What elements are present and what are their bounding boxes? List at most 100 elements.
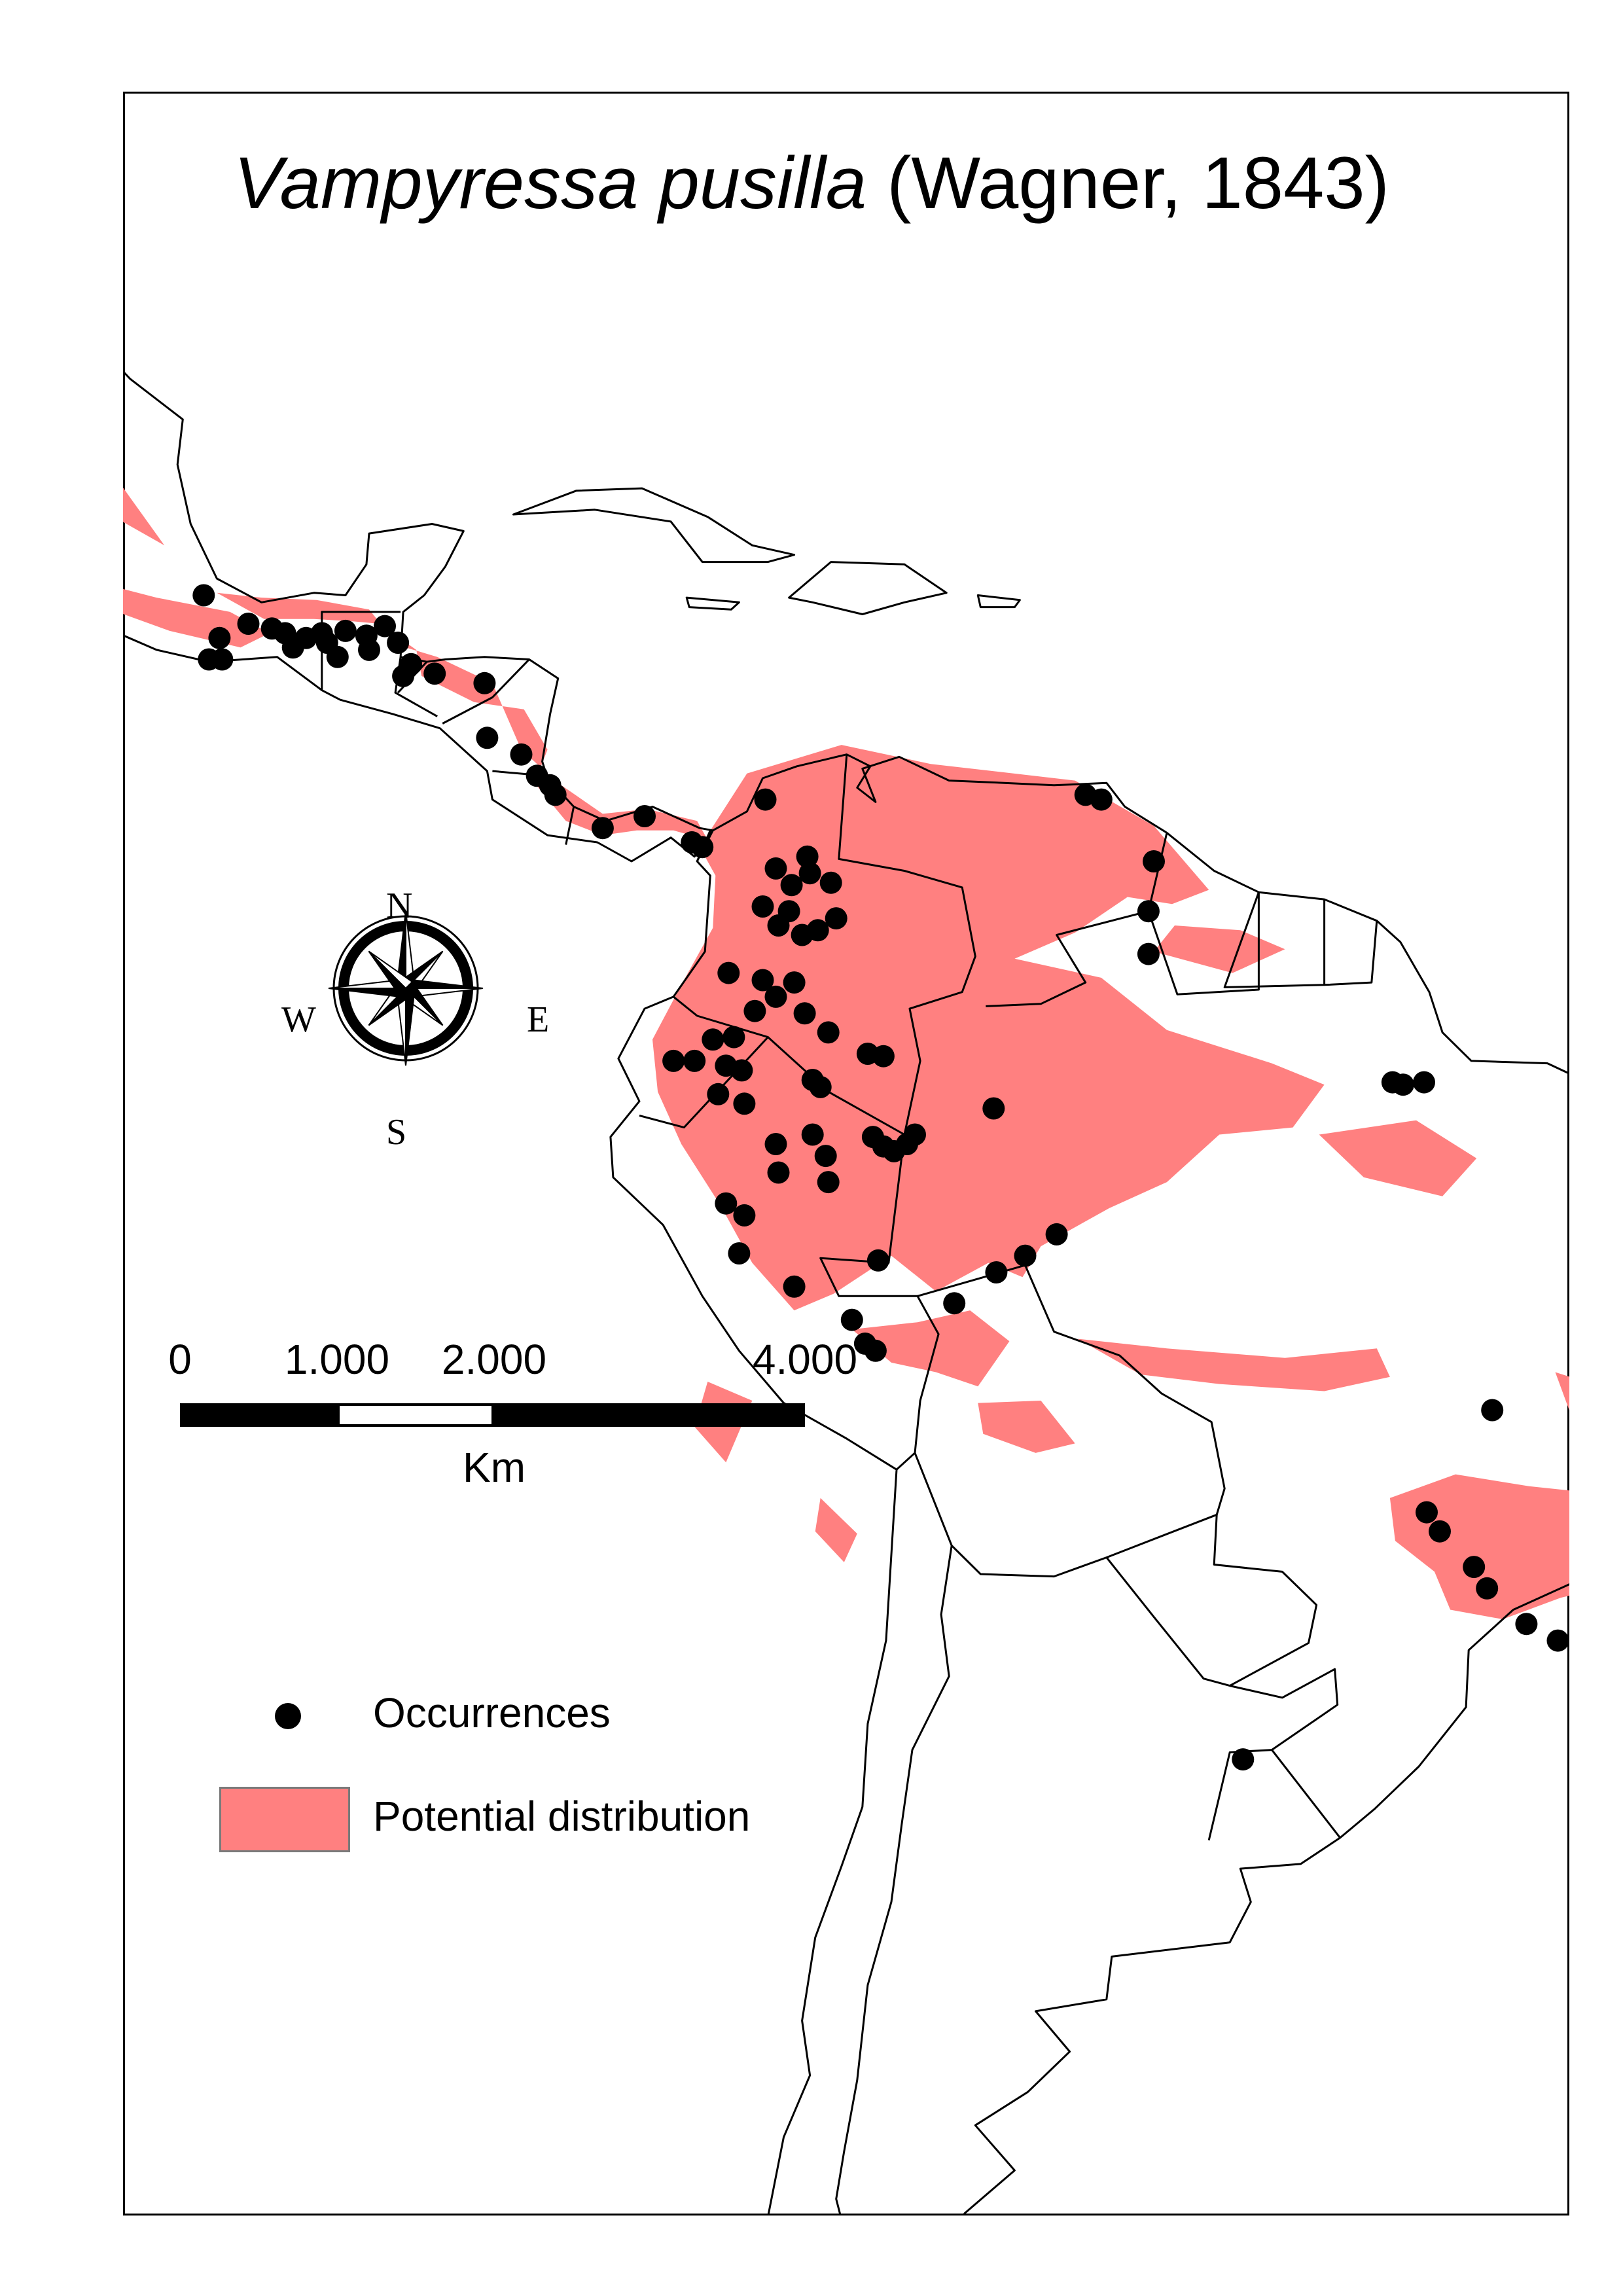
country-border-10 (1324, 920, 1378, 986)
occurrence-point-29 (691, 836, 714, 859)
hispaniola-outline (788, 561, 948, 615)
scale-unit: Km (463, 1444, 526, 1491)
distribution-patch-11 (217, 592, 708, 840)
compass-south-label: S (386, 1112, 407, 1153)
country-border-8 (986, 833, 1168, 1007)
occurrence-point-48 (817, 1021, 840, 1044)
occurrence-point-41 (791, 924, 813, 946)
occurrence-point-90 (1391, 1073, 1414, 1096)
distribution-patch-5 (1154, 925, 1285, 973)
occurrence-point-14 (374, 615, 396, 637)
occurrence-point-22 (510, 743, 533, 766)
country-border-15 (1105, 1515, 1318, 1687)
occurrence-point-91 (1413, 1071, 1435, 1094)
scale-segment-3 (494, 1403, 805, 1427)
occurrence-point-87 (1137, 900, 1160, 923)
occurrence-point-74 (783, 1275, 806, 1298)
scale-bar: 0 1.000 2.000 4.000 Km (160, 1335, 880, 1492)
occurrence-point-64 (814, 1145, 837, 1168)
puerto-rico-outline (976, 594, 1021, 609)
occurrence-point-97 (1515, 1613, 1538, 1636)
occurrence-point-71 (715, 1192, 738, 1215)
legend-distribution-label: Potential distribution (373, 1793, 751, 1840)
distribution-patch-0 (652, 745, 1325, 1311)
distribution-patch-2 (978, 1401, 1075, 1453)
occurrence-point-58 (730, 1059, 753, 1082)
occurrence-point-46 (743, 999, 766, 1022)
distribution-patch-4 (1319, 1120, 1477, 1196)
occurrence-point-38 (767, 914, 790, 937)
occurrence-point-95 (1463, 1556, 1486, 1579)
occurrence-point-94 (1429, 1520, 1451, 1543)
occurrence-point-81 (1014, 1244, 1037, 1267)
country-border-11 (1147, 892, 1260, 996)
distribution-patch-7 (1555, 1372, 1569, 1410)
occurrence-point-79 (943, 1292, 966, 1315)
occurrence-point-92 (1481, 1399, 1504, 1422)
occurrence-point-4 (237, 613, 260, 635)
occurrence-point-55 (662, 1049, 685, 1072)
occurrence-point-93 (1416, 1501, 1438, 1524)
occurrence-points-layer (192, 584, 1569, 1771)
distribution-patch-1 (851, 1310, 1010, 1387)
species-author: (Wagner, 1843) (887, 142, 1389, 224)
country-border-18 (1271, 1749, 1341, 1839)
occurrence-point-32 (764, 857, 787, 880)
legend-occurrence-symbol (275, 1703, 301, 1729)
occurrence-point-21 (476, 726, 499, 749)
compass-ray-light-7 (368, 950, 414, 990)
occurrence-point-104 (1232, 1748, 1255, 1771)
compass-west-label: W (281, 999, 316, 1040)
north-arrow-icon (328, 910, 484, 1066)
cuba-outline (512, 487, 796, 564)
occurrence-point-7 (274, 622, 296, 645)
scale-segment-2 (337, 1403, 494, 1427)
occurrence-point-35 (819, 871, 842, 894)
occurrence-point-45 (783, 971, 806, 994)
occurrence-point-1 (208, 626, 231, 649)
occurrence-point-75 (866, 1249, 889, 1272)
occurrence-point-85 (1090, 788, 1113, 811)
occurrence-point-82 (1045, 1223, 1068, 1246)
country-border-14 (914, 1264, 1226, 1578)
legend-distribution-swatch (219, 1787, 350, 1852)
occurrence-point-25 (544, 783, 567, 806)
occurrence-point-96 (1476, 1577, 1499, 1600)
distribution-patch-10 (123, 588, 270, 648)
species-name: Vampyressa pusilla (234, 142, 866, 224)
occurrence-point-59 (707, 1083, 730, 1105)
occurrence-point-47 (793, 1002, 816, 1025)
distribution-patch-13 (815, 1498, 857, 1562)
map-title: Vampyressa pusilla (Wagner, 1843) (0, 141, 1623, 225)
map-canvas (123, 370, 1569, 2215)
occurrence-point-26 (591, 817, 614, 840)
occurrence-point-0 (192, 584, 215, 607)
occurrence-point-54 (702, 1028, 724, 1051)
occurrence-point-43 (751, 969, 774, 992)
occurrence-point-72 (733, 1204, 756, 1227)
jamaica-outline (685, 596, 740, 611)
occurrence-point-34 (798, 862, 821, 885)
occurrence-point-98 (1546, 1629, 1569, 1652)
occurrence-point-30 (754, 788, 777, 811)
occurrence-point-52 (809, 1075, 832, 1098)
occurrence-point-65 (817, 1171, 840, 1194)
occurrence-point-88 (1137, 942, 1160, 965)
compass-north-label: N (386, 886, 413, 926)
map-frame (123, 92, 1569, 2215)
occurrence-point-73 (728, 1242, 751, 1265)
occurrence-point-11 (334, 619, 357, 642)
occurrence-point-63 (801, 1123, 824, 1146)
occurrence-point-99 (1567, 1641, 1569, 1654)
scale-tick-1000: 1.000 (284, 1336, 390, 1383)
occurrence-point-16 (387, 632, 410, 654)
occurrence-point-42 (717, 961, 740, 984)
occurrence-point-80 (985, 1261, 1008, 1283)
occurrence-point-31 (796, 845, 819, 868)
occurrence-point-50 (872, 1045, 895, 1067)
country-border-3 (442, 658, 530, 725)
occurrence-point-3 (211, 648, 234, 671)
scale-tick-2000: 2.000 (441, 1336, 547, 1383)
occurrence-point-15 (358, 638, 380, 661)
scale-tick-0: 0 (168, 1336, 192, 1383)
